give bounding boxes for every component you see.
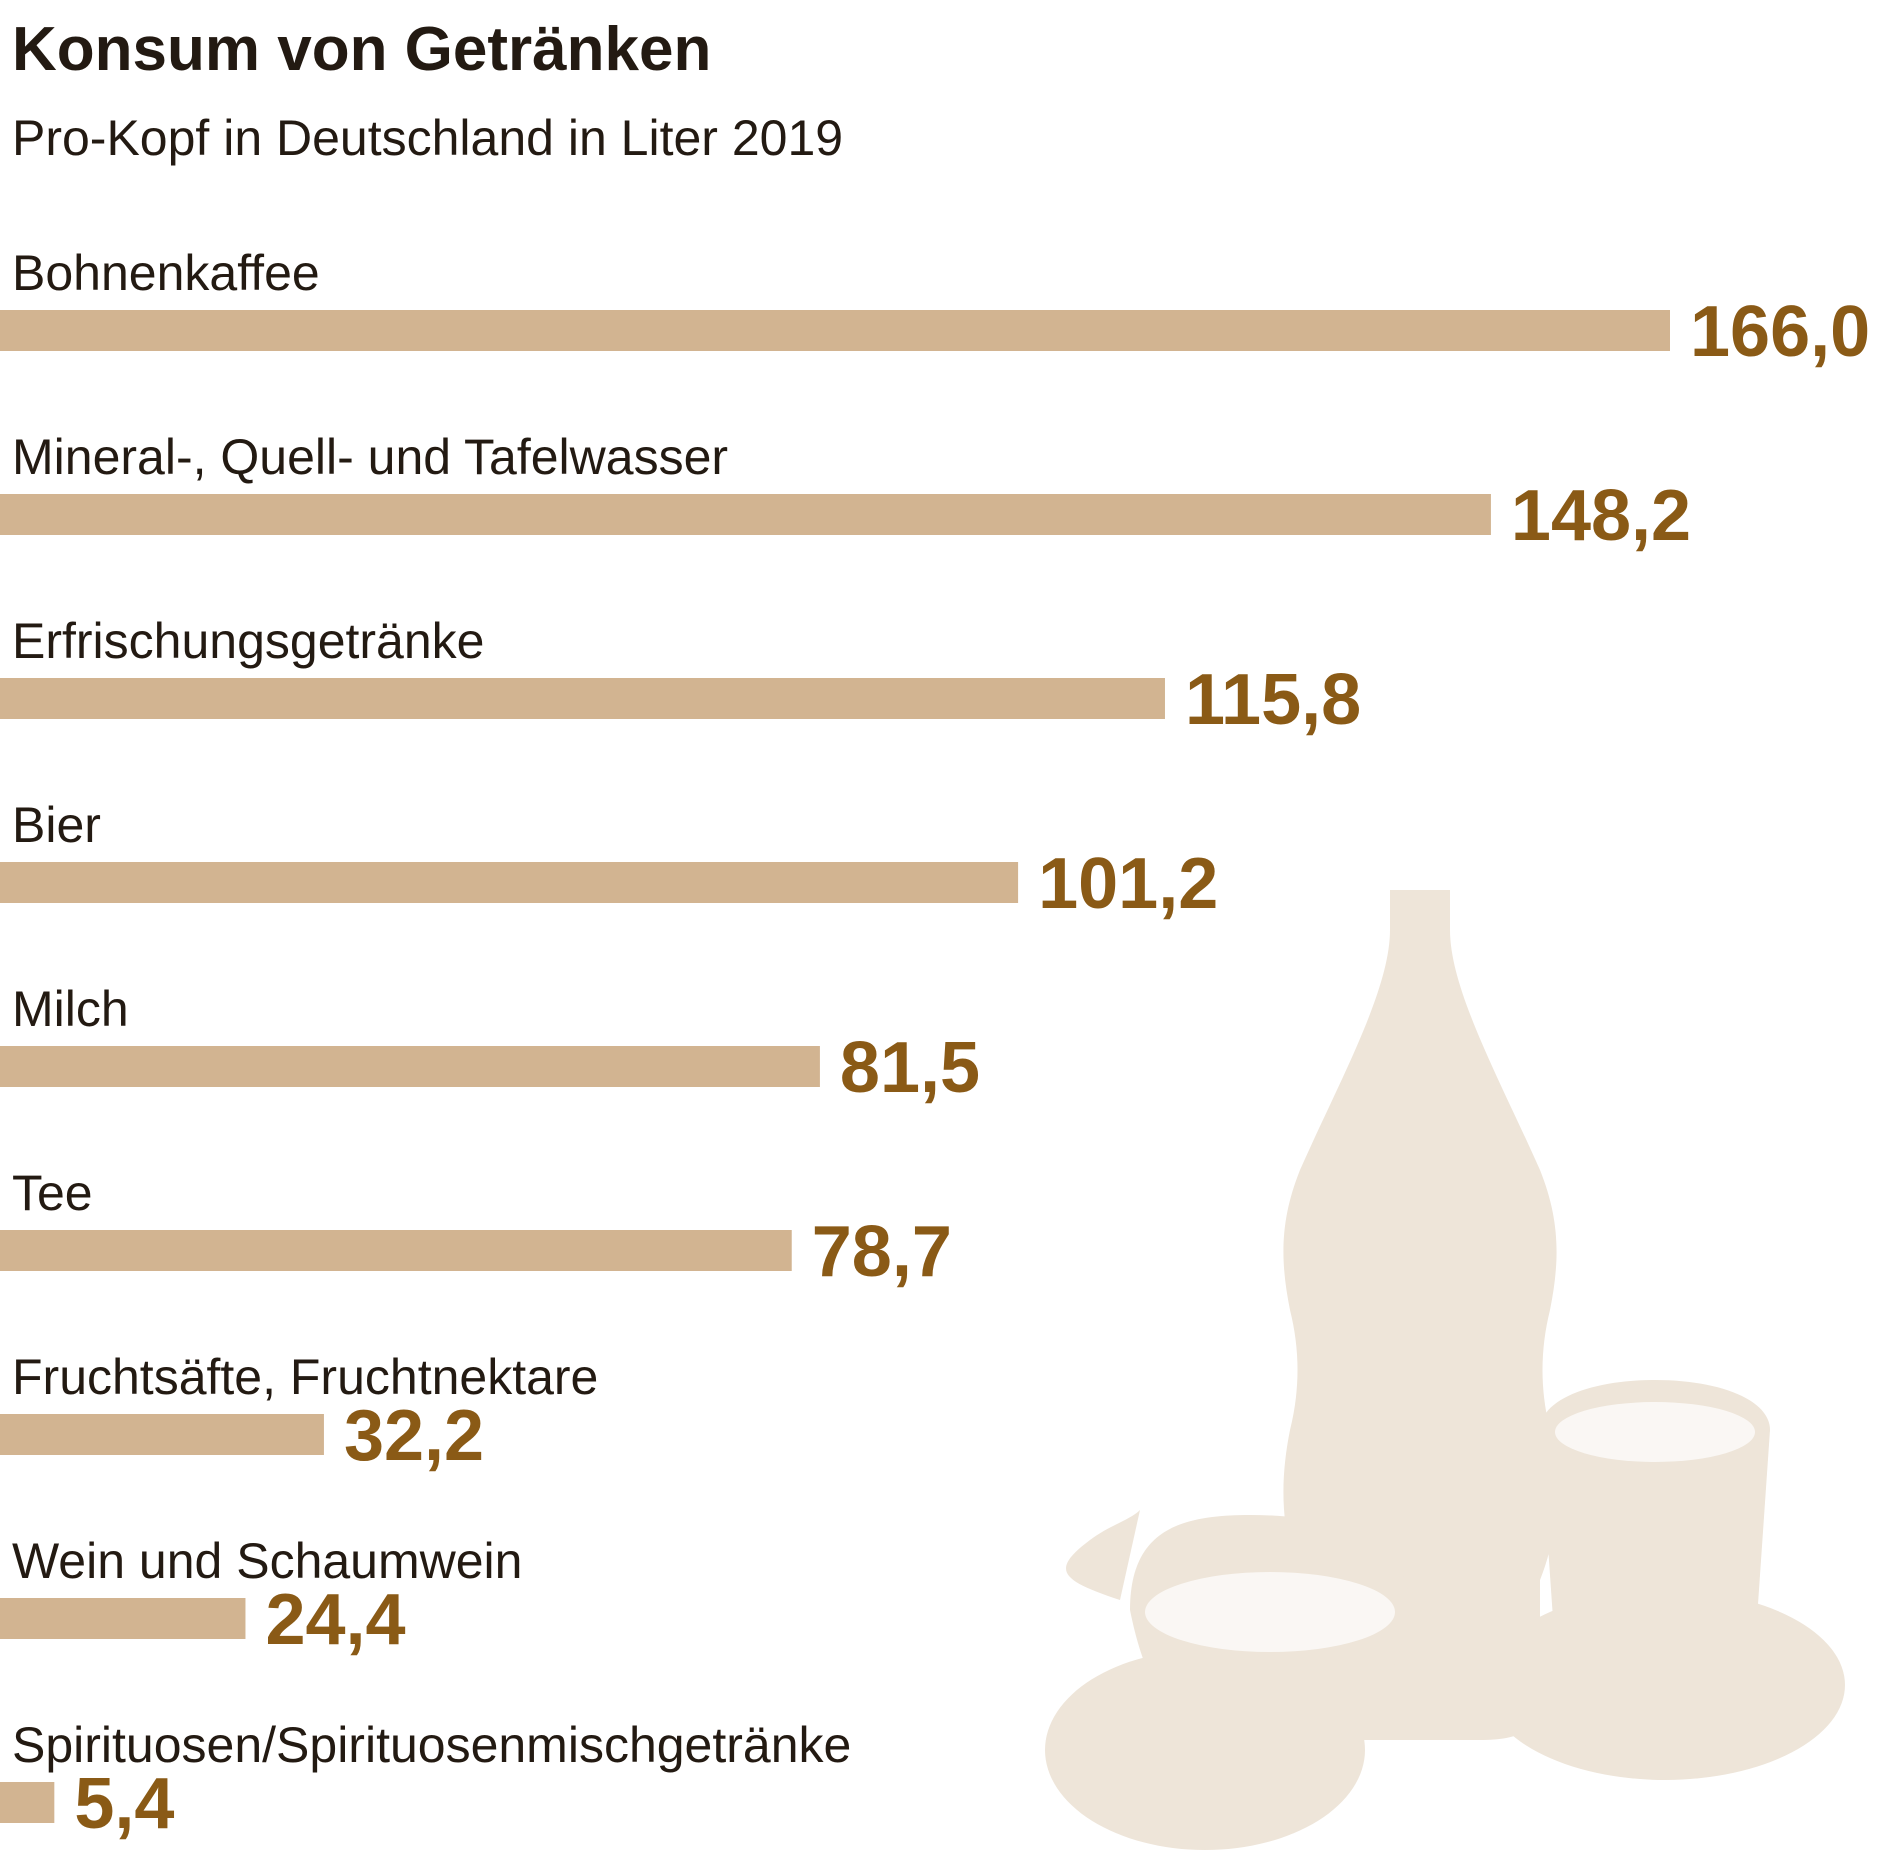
category-label: Milch bbox=[12, 981, 129, 1037]
bar bbox=[0, 494, 1491, 535]
value-label: 115,8 bbox=[1185, 660, 1361, 740]
value-label: 81,5 bbox=[840, 1028, 980, 1108]
value-label: 101,2 bbox=[1038, 844, 1218, 924]
category-label: Mineral-, Quell- und Tafelwasser bbox=[12, 429, 728, 485]
category-label: Bier bbox=[12, 797, 101, 853]
category-label: Erfrischungsgetränke bbox=[12, 613, 484, 669]
category-label: Fruchtsäfte, Fruchtnektare bbox=[12, 1349, 598, 1405]
category-label: Wein und Schaumwein bbox=[12, 1533, 522, 1589]
bar bbox=[0, 1782, 55, 1823]
category-label: Bohnenkaffee bbox=[12, 245, 320, 301]
bar bbox=[0, 1230, 792, 1271]
category-label: Tee bbox=[12, 1165, 93, 1221]
bar bbox=[0, 1414, 324, 1455]
category-label: Spirituosen/Spirituosenmischgetränke bbox=[12, 1717, 851, 1773]
bar bbox=[0, 310, 1670, 351]
decoration bbox=[1045, 890, 1845, 1850]
value-label: 148,2 bbox=[1511, 476, 1691, 556]
value-label: 78,7 bbox=[812, 1212, 952, 1292]
bar bbox=[0, 678, 1165, 719]
bar bbox=[0, 1598, 246, 1639]
bar bbox=[0, 1046, 820, 1087]
chart-title: Konsum von Getränken bbox=[12, 15, 711, 84]
bar bbox=[0, 862, 1019, 903]
value-label: 166,0 bbox=[1690, 292, 1870, 372]
value-label: 24,4 bbox=[265, 1580, 405, 1660]
value-label: 32,2 bbox=[344, 1396, 484, 1476]
chart-subtitle: Pro-Kopf in Deutschland in Liter 2019 bbox=[12, 110, 843, 166]
value-label: 5,4 bbox=[74, 1764, 174, 1844]
